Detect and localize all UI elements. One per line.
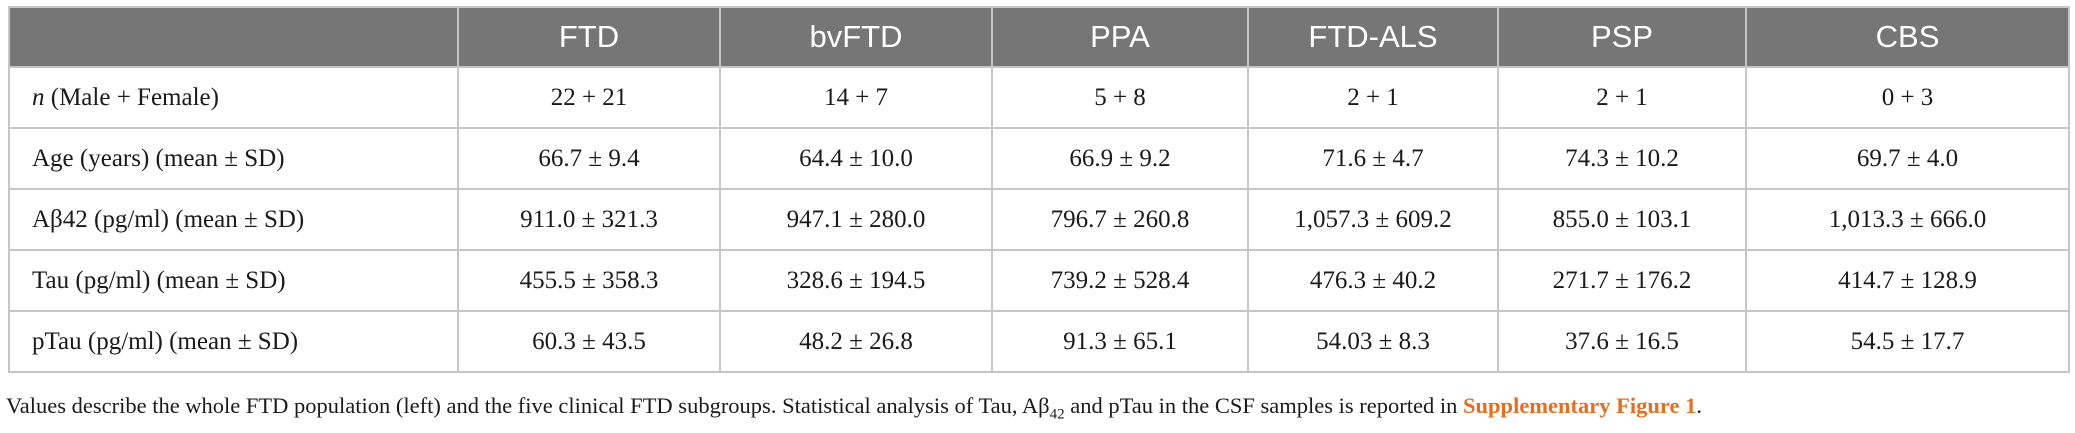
row-label-n-italic: n [32, 83, 45, 111]
table-cell: 22 + 21 [457, 66, 721, 129]
column-header-psp: PSP [1497, 6, 1747, 68]
table-cell: 54.03 ± 8.3 [1247, 310, 1499, 373]
table-cell: 69.7 ± 4.0 [1745, 127, 2070, 190]
table-cell: 64.4 ± 10.0 [719, 127, 993, 190]
table-cell: 14 + 7 [719, 66, 993, 129]
column-header-ftd: FTD [457, 6, 721, 68]
table-cell: 271.7 ± 176.2 [1497, 249, 1747, 312]
footnote-text-before: Values describe the whole FTD population… [6, 393, 1050, 418]
table-cell: 0 + 3 [1745, 66, 2070, 129]
table-cell: 455.5 ± 358.3 [457, 249, 721, 312]
table-row: pTau (pg/ml) (mean ± SD) 60.3 ± 43.5 48.… [8, 310, 2070, 373]
column-header-cbs: CBS [1745, 6, 2070, 68]
table-cell: 328.6 ± 194.5 [719, 249, 993, 312]
table-cell: 71.6 ± 4.7 [1247, 127, 1499, 190]
header-stub-cell [8, 6, 459, 68]
footnote-text-after: . [1696, 393, 1702, 418]
table-cell: 476.3 ± 40.2 [1247, 249, 1499, 312]
table-row: Age (years) (mean ± SD) 66.7 ± 9.4 64.4 … [8, 127, 2070, 190]
table-row: n (Male + Female) 22 + 21 14 + 7 5 + 8 2… [8, 66, 2070, 129]
table-cell: 48.2 ± 26.8 [719, 310, 993, 373]
table-cell: 911.0 ± 321.3 [457, 188, 721, 251]
table-cell: 66.7 ± 9.4 [457, 127, 721, 190]
table-cell: 37.6 ± 16.5 [1497, 310, 1747, 373]
table-cell: 74.3 ± 10.2 [1497, 127, 1747, 190]
footnote-subscript: 42 [1049, 406, 1065, 423]
row-label-n: n (Male + Female) [8, 66, 459, 129]
table-cell: 2 + 1 [1497, 66, 1747, 129]
column-header-ftd-als: FTD-ALS [1247, 6, 1499, 68]
column-header-ppa: PPA [991, 6, 1249, 68]
table-cell: 60.3 ± 43.5 [457, 310, 721, 373]
table-cell: 2 + 1 [1247, 66, 1499, 129]
row-label-ptau: pTau (pg/ml) (mean ± SD) [8, 310, 459, 373]
table-cell: 1,013.3 ± 666.0 [1745, 188, 2070, 251]
table-header: FTD bvFTD PPA FTD-ALS PSP CBS [8, 6, 2070, 68]
header-row: FTD bvFTD PPA FTD-ALS PSP CBS [8, 6, 2070, 68]
table-cell: 739.2 ± 528.4 [991, 249, 1249, 312]
table-row: Aβ42 (pg/ml) (mean ± SD) 911.0 ± 321.3 9… [8, 188, 2070, 251]
row-label-tau: Tau (pg/ml) (mean ± SD) [8, 249, 459, 312]
row-label-abeta42: Aβ42 (pg/ml) (mean ± SD) [8, 188, 459, 251]
table-body: n (Male + Female) 22 + 21 14 + 7 5 + 8 2… [8, 66, 2070, 373]
footnote-text-middle: and pTau in the CSF samples is reported … [1064, 393, 1464, 418]
table-cell: 66.9 ± 9.2 [991, 127, 1249, 190]
supplementary-figure-link[interactable]: Supplementary Figure 1 [1463, 393, 1697, 418]
table-cell: 1,057.3 ± 609.2 [1247, 188, 1499, 251]
table-cell: 855.0 ± 103.1 [1497, 188, 1747, 251]
row-label-n-rest: (Male + Female) [44, 83, 219, 111]
table-cell: 91.3 ± 65.1 [991, 310, 1249, 373]
table-footnote: Values describe the whole FTD population… [6, 393, 2068, 422]
table-row: Tau (pg/ml) (mean ± SD) 455.5 ± 358.3 32… [8, 249, 2070, 312]
table-cell: 947.1 ± 280.0 [719, 188, 993, 251]
table-cell: 796.7 ± 260.8 [991, 188, 1249, 251]
row-label-age: Age (years) (mean ± SD) [8, 127, 459, 190]
column-header-bvftd: bvFTD [719, 6, 993, 68]
data-table: FTD bvFTD PPA FTD-ALS PSP CBS n (Male + … [8, 6, 2070, 373]
table-cell: 5 + 8 [991, 66, 1249, 129]
table-cell: 414.7 ± 128.9 [1745, 249, 2070, 312]
table-cell: 54.5 ± 17.7 [1745, 310, 2070, 373]
